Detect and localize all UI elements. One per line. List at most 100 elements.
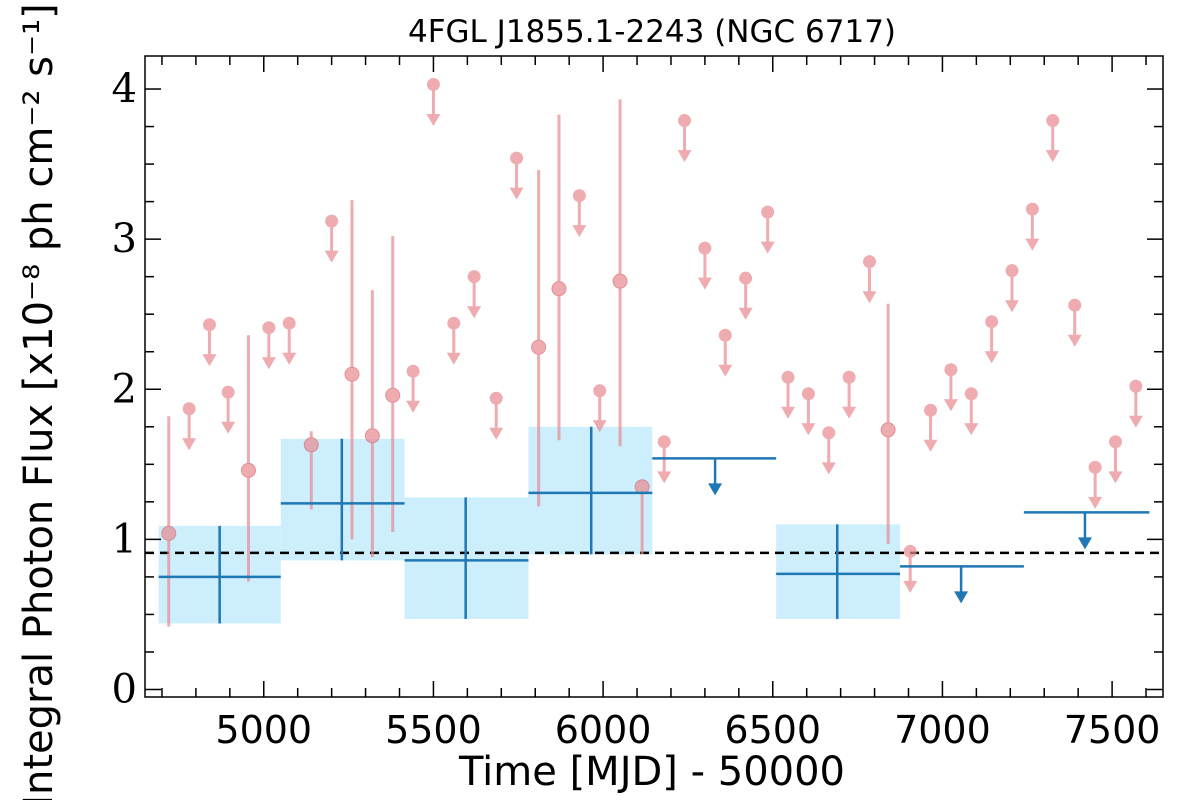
fine-bin-ul-arrowhead-29 — [984, 351, 999, 364]
fine-bin-ul-point-28 — [964, 387, 978, 401]
fine-bin-ul-arrowhead-4 — [282, 352, 297, 365]
fine-bin-ul-arrowhead-36 — [1128, 415, 1143, 428]
y-tick-label: 1 — [112, 516, 137, 562]
fine-bin-ul-point-21 — [801, 387, 815, 401]
fine-bin-ul-arrowhead-5 — [324, 250, 339, 263]
fine-bin-ul-point-2 — [221, 385, 235, 399]
plot-area: 5000 5500 6000 6500 7000 7500 0 1 2 3 4 — [112, 55, 1164, 752]
coarse-bin-ul-arrowhead-0 — [708, 483, 723, 496]
fine-bin-ul-arrowhead-27 — [943, 399, 958, 412]
y-tick-label: 0 — [112, 666, 137, 712]
fine-bin-ul-point-15 — [678, 114, 692, 128]
fine-bin-point-10 — [880, 422, 896, 438]
x-tick-label: 5000 — [215, 708, 312, 752]
fine-bin-point-5 — [385, 387, 401, 403]
fine-bin-ul-arrowhead-23 — [842, 406, 857, 419]
fine-bin-ul-arrowhead-30 — [1004, 300, 1019, 313]
fine-bin-ul-arrowhead-20 — [781, 406, 796, 419]
fine-bin-ul-arrowhead-16 — [697, 277, 712, 290]
fine-bin-ul-arrowhead-8 — [446, 352, 461, 365]
fine-bin-ul-arrowhead-9 — [467, 306, 482, 319]
fine-bin-ul-arrowhead-13 — [592, 420, 607, 433]
fine-bin-ul-point-12 — [572, 189, 586, 203]
fine-bin-ul-point-7 — [426, 78, 440, 92]
fine-bin-ul-point-10 — [489, 391, 503, 405]
fine-bin-ul-arrowhead-19 — [760, 241, 775, 254]
fine-bin-ul-arrowhead-17 — [718, 364, 733, 377]
x-tick-label: 6000 — [555, 708, 652, 752]
fine-bin-point-3 — [344, 366, 360, 382]
fine-bin-ul-arrowhead-22 — [821, 462, 836, 475]
y-tick-label: 2 — [112, 366, 137, 412]
fine-bin-ul-arrowhead-15 — [677, 150, 692, 163]
fine-bin-point-0 — [161, 525, 177, 541]
fine-bin-ul-point-30 — [1005, 264, 1019, 278]
x-tick-label: 5500 — [385, 708, 482, 752]
fine-bin-ul-arrowhead-6 — [406, 400, 421, 413]
fine-bin-ul-point-29 — [985, 315, 999, 329]
fine-bin-ul-point-23 — [842, 370, 856, 384]
fine-bin-ul-arrowhead-32 — [1045, 150, 1060, 163]
fine-bin-ul-point-35 — [1108, 435, 1122, 449]
fine-bin-ul-point-22 — [822, 426, 836, 440]
fine-bin-ul-point-27 — [944, 363, 958, 377]
y-tick-label: 4 — [112, 66, 137, 112]
fine-bin-point-2 — [303, 437, 319, 453]
fine-bin-ul-point-13 — [593, 384, 607, 398]
x-tick-label: 7000 — [894, 708, 991, 752]
fine-bin-ul-arrowhead-14 — [657, 471, 672, 484]
fine-bin-ul-point-19 — [761, 205, 775, 219]
fine-bin-ul-arrowhead-0 — [182, 438, 197, 451]
fine-bin-ul-arrowhead-33 — [1067, 334, 1082, 347]
y-tick-label: 3 — [112, 216, 137, 262]
fine-bin-ul-arrowhead-34 — [1088, 496, 1103, 509]
fine-bin-ul-point-26 — [924, 403, 938, 417]
fine-bin-ul-point-9 — [467, 270, 481, 284]
fine-bin-ul-arrowhead-31 — [1025, 238, 1040, 251]
fine-bin-ul-point-11 — [510, 151, 524, 165]
fine-bin-ul-point-33 — [1068, 298, 1082, 312]
fine-bin-ul-arrowhead-1 — [202, 354, 217, 367]
fine-bin-ul-arrowhead-18 — [738, 307, 753, 320]
fine-bin-ul-point-17 — [718, 328, 732, 342]
fine-bin-ul-point-25 — [903, 544, 917, 558]
x-tick-label: 6500 — [724, 708, 821, 752]
fine-bin-ul-point-5 — [325, 214, 339, 228]
fine-bin-ul-point-6 — [406, 364, 420, 378]
fine-bin-ul-arrowhead-28 — [964, 423, 979, 436]
fine-bin-ul-arrowhead-12 — [572, 225, 587, 238]
fine-bin-ul-point-20 — [781, 370, 795, 384]
fine-bin-ul-arrowhead-10 — [489, 427, 504, 440]
fine-bin-ul-point-1 — [202, 318, 216, 332]
x-tick-label: 7500 — [1064, 708, 1161, 752]
fine-bin-ul-point-31 — [1025, 202, 1039, 216]
fine-bin-point-6 — [531, 339, 547, 355]
fine-bin-ul-point-14 — [657, 435, 671, 449]
fine-bin-ul-point-18 — [739, 271, 753, 285]
chart-title: 4FGL J1855.1-2243 (NGC 6717) — [408, 14, 896, 50]
fine-bin-ul-point-34 — [1088, 460, 1102, 474]
coarse-bin-ul-arrowhead-2 — [1077, 537, 1092, 550]
fine-bin-ul-arrowhead-25 — [903, 580, 918, 593]
fine-bin-ul-point-24 — [862, 255, 876, 269]
fine-bin-ul-arrowhead-26 — [923, 439, 938, 452]
fine-bin-point-4 — [364, 428, 380, 444]
x-axis-label: Time [MJD] - 50000 — [458, 749, 845, 795]
fine-bin-ul-arrowhead-3 — [261, 357, 276, 370]
fine-bin-series — [161, 78, 1143, 627]
fine-bin-ul-point-4 — [282, 316, 296, 330]
fine-bin-point-8 — [612, 273, 628, 289]
fine-bin-ul-point-8 — [447, 316, 461, 330]
fine-bin-ul-point-32 — [1046, 114, 1060, 128]
fine-bin-ul-arrowhead-21 — [801, 423, 816, 436]
fine-bin-ul-arrowhead-2 — [221, 421, 236, 434]
fine-bin-ul-arrowhead-7 — [426, 114, 441, 127]
plot-frame — [144, 55, 1164, 698]
fine-bin-ul-arrowhead-24 — [862, 291, 877, 304]
fine-bin-ul-point-36 — [1129, 379, 1143, 393]
fine-bin-point-1 — [240, 462, 256, 478]
fine-bin-ul-point-16 — [698, 241, 712, 255]
coarse-bin-ul-arrowhead-1 — [954, 591, 969, 604]
fine-bin-ul-point-3 — [262, 321, 276, 335]
